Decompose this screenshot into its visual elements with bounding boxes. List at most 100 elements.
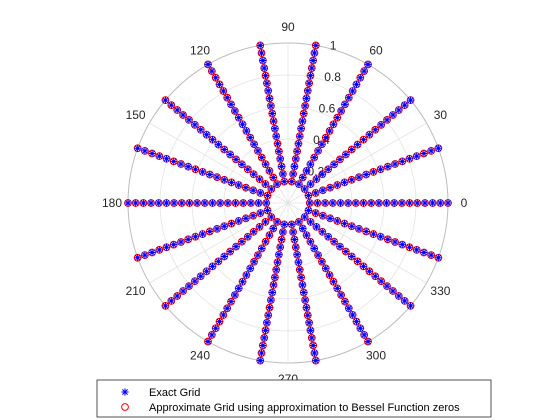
exact-grid-point [235, 114, 243, 122]
exact-grid-point [269, 173, 277, 182]
exact-grid-point [273, 218, 281, 226]
exact-grid-point [398, 240, 406, 249]
exact-grid-point [280, 177, 288, 186]
exact-grid-point [260, 334, 268, 342]
exact-grid-point [263, 79, 271, 87]
exact-grid-point [305, 319, 313, 327]
exact-grid-point [389, 287, 397, 295]
exact-grid-point [312, 223, 321, 231]
exact-grid-point [318, 170, 326, 178]
exact-grid-point [405, 243, 414, 251]
exact-grid-point [294, 258, 303, 266]
exact-grid-point [364, 60, 372, 69]
exact-grid-point [420, 248, 428, 257]
exact-grid-point [436, 199, 444, 207]
exact-grid-point [239, 199, 247, 207]
exact-grid-point [191, 165, 199, 173]
exact-grid-point [256, 189, 264, 197]
exact-grid-point [434, 254, 442, 262]
exact-grid-point [185, 199, 194, 207]
exact-grid-point [352, 199, 360, 207]
exact-grid-point [390, 199, 398, 207]
legend: Exact Grid Approximate Grid using approx… [96, 379, 492, 418]
exact-grid-point [384, 235, 392, 243]
exact-grid-point [434, 144, 442, 152]
exact-grid-point [413, 199, 421, 207]
exact-grid-point [375, 199, 383, 207]
exact-grid-point [255, 175, 264, 183]
exact-grid-point [191, 277, 199, 285]
exact-grid-point [256, 209, 264, 217]
exact-grid-point [185, 282, 193, 290]
exact-grid-point [355, 225, 363, 233]
r-tick-label: 0.8 [324, 70, 341, 84]
exact-grid-point [310, 349, 319, 357]
exact-grid-point [349, 87, 357, 95]
exact-grid-point [302, 94, 311, 102]
exact-grid-point [254, 199, 263, 207]
exact-grid-point [292, 155, 300, 163]
exact-grid-point [170, 240, 178, 249]
exact-grid-point [161, 96, 170, 104]
exact-grid-point [212, 74, 220, 82]
exact-grid-point [263, 319, 271, 327]
exact-grid-point [185, 116, 193, 124]
exact-grid-point [356, 74, 364, 82]
exact-grid-point [420, 149, 428, 158]
exact-grid-point [319, 186, 327, 194]
exact-grid-point [191, 233, 199, 241]
exact-grid-point [362, 170, 370, 179]
exact-grid-point [312, 189, 320, 197]
exact-grid-point [179, 287, 187, 295]
exact-grid-point [247, 199, 255, 207]
exact-grid-point [246, 264, 254, 273]
exact-grid-point [147, 199, 155, 207]
exact-grid-point [337, 107, 345, 115]
exact-grid-point [134, 254, 142, 262]
exact-grid-point [276, 155, 284, 163]
theta-tick-label: 180 [102, 196, 122, 210]
exact-grid-point [280, 220, 288, 229]
exact-grid-point [297, 125, 305, 133]
exact-grid-point [349, 311, 357, 319]
exact-grid-point [226, 150, 234, 159]
exact-grid-point [148, 149, 156, 158]
legend-entry-approximate: Approximate Grid using approximation to … [149, 402, 460, 414]
exact-grid-point [319, 212, 327, 220]
exact-grid-point [383, 282, 391, 290]
exact-grid-point [258, 244, 266, 253]
exact-grid-point [141, 251, 149, 259]
exact-grid-point [193, 199, 201, 207]
exact-grid-point [296, 266, 304, 274]
theta-tick-label: 300 [366, 348, 386, 362]
exact-grid-point [261, 326, 270, 334]
exact-grid-point [377, 233, 385, 241]
exact-grid-point [299, 173, 307, 182]
exact-grid-point [389, 111, 397, 119]
exact-grid-point [305, 79, 313, 87]
exact-grid-point [249, 186, 257, 194]
exact-grid-point [184, 163, 192, 171]
exact-grid-point [261, 180, 270, 188]
exact-grid-point [242, 127, 250, 135]
exact-grid-point [371, 272, 379, 280]
exact-grid-point [304, 191, 313, 200]
exact-grid-point [267, 102, 275, 110]
exact-grid-point [272, 132, 280, 140]
exact-grid-point [391, 160, 399, 168]
exact-grid-point [312, 209, 320, 217]
exact-grid-point [259, 341, 267, 350]
exact-grid-point [208, 67, 216, 75]
exact-grid-point [329, 120, 338, 128]
exact-grid-point [208, 136, 217, 144]
exact-grid-point [215, 318, 224, 326]
legend-entry-exact: Exact Grid [149, 387, 200, 399]
exact-grid-point [263, 206, 272, 215]
exact-grid-point [214, 257, 222, 266]
theta-tick-label: 240 [190, 348, 210, 362]
exact-grid-point [309, 341, 317, 350]
exact-grid-point [329, 199, 337, 207]
exact-grid-point [232, 243, 240, 251]
exact-grid-point [310, 244, 318, 253]
exact-grid-point [208, 199, 217, 207]
